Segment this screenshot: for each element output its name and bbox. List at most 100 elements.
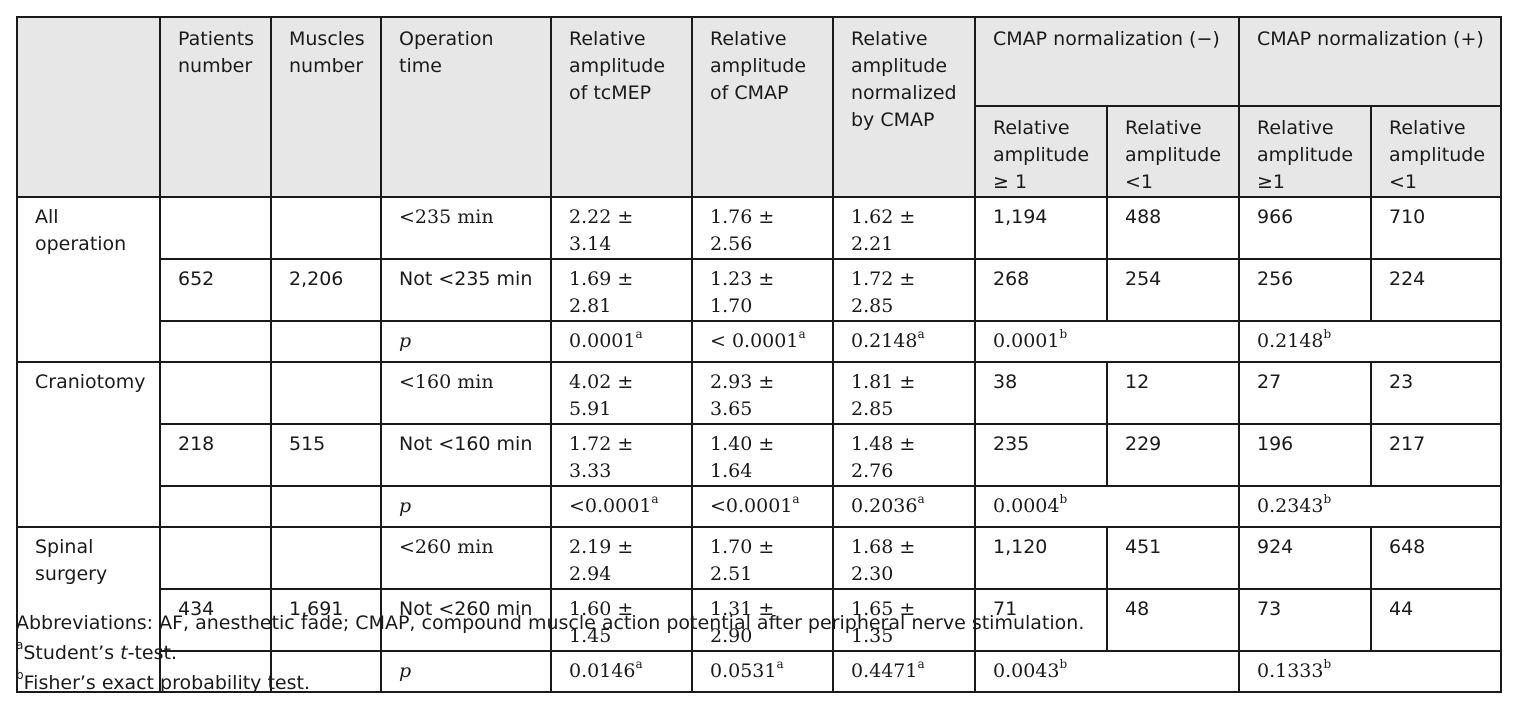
cell-patients: 218 [159, 423, 272, 487]
cell-minus-ge1: 38 [974, 361, 1108, 425]
footnote-marker: a [635, 326, 643, 341]
cell-cmap: 2.93 ± 3.65 [691, 361, 834, 425]
cell-minus-lt1: 229 [1106, 423, 1240, 487]
footnote-marker: a [917, 656, 925, 671]
cell-normalized: 1.62 ± 2.21 [832, 196, 976, 260]
footnote-marker: a [651, 491, 659, 506]
table-row: 652 2,206 Not <235 min 1.69 ± 2.81 1.23 … [17, 258, 1502, 322]
cell-plus-lt1: 710 [1370, 196, 1502, 260]
cell-plus-lt1: 648 [1370, 526, 1502, 590]
cell-minus-lt1: 48 [1106, 588, 1240, 652]
header-operation-time: Operation time [380, 16, 552, 198]
cell-tcmep: 4.02 ± 5.91 [550, 361, 693, 425]
cell-operation-time: <235 min [380, 196, 552, 260]
p-value: 0.2036 [851, 495, 918, 517]
cell-patients: 652 [159, 258, 272, 322]
footnote-marker: b [1059, 656, 1068, 671]
subheader-minus-ge1: Relative amplitude ≥ 1 [974, 105, 1108, 198]
group-label: All operation [16, 196, 161, 363]
cell-plus-ge1: 196 [1238, 423, 1372, 487]
group-label: Spinal surgery [16, 526, 161, 693]
cell-muscles: 2,206 [270, 258, 382, 322]
cell-cmap: 1.23 ± 1.70 [691, 258, 834, 322]
table-row: All operation <235 min 2.22 ± 3.14 1.76 … [16, 196, 1502, 363]
cell-normalized: 1.72 ± 2.85 [832, 258, 976, 322]
p-label: p [380, 320, 552, 363]
cell-tcmep: 1.69 ± 2.81 [550, 258, 693, 322]
cell-plus-ge1: 73 [1238, 588, 1372, 652]
p-value: 0.4471 [851, 660, 918, 682]
cell-plus-lt1: 224 [1370, 258, 1502, 322]
header-blank [16, 16, 161, 198]
p-value: 0.0004 [993, 495, 1060, 517]
p-cmap: < 0.0001a [691, 320, 834, 363]
p-label: p [380, 485, 552, 528]
subheader-plus-lt1: Relative amplitude <1 [1370, 105, 1502, 198]
cell-cmap: 1.76 ± 2.56 [691, 196, 834, 260]
cell-normalized: 1.81 ± 2.85 [832, 361, 976, 425]
p-value-row: p <0.0001a <0.0001a 0.2036a 0.0004b 0.23… [17, 485, 1502, 528]
group-craniotomy: Craniotomy <160 min 4.02 ± 5.91 2.93 ± 3… [16, 361, 1502, 528]
footnote-b: bFisher’s exact probability test. [16, 668, 1084, 698]
p-cmap-minus: 0.0001b [974, 320, 1240, 363]
cell-empty [159, 650, 272, 693]
footnote-marker: a [792, 491, 800, 506]
p-cmap-plus: 0.2148b [1238, 320, 1502, 363]
p-tcmep: 0.0146a [550, 650, 693, 693]
footnote-text: -test. [127, 642, 177, 664]
footnote-marker: b [1059, 491, 1068, 506]
cell-minus-ge1: 1,120 [974, 526, 1108, 590]
cell-plus-lt1: 44 [1370, 588, 1502, 652]
header-cmap-normalization-plus: CMAP normalization (+) [1238, 16, 1502, 107]
cell-plus-lt1: 217 [1370, 423, 1502, 487]
p-value: 0.2148 [1257, 330, 1324, 352]
p-value: 0.2343 [1257, 495, 1324, 517]
cell-plus-ge1: 256 [1238, 258, 1372, 322]
group-label: Craniotomy [16, 361, 161, 528]
p-cmap: 0.0531a [691, 650, 834, 693]
cell-plus-ge1: 27 [1238, 361, 1372, 425]
group-spinal-surgery: Spinal surgery <260 min 2.19 ± 2.94 1.70… [16, 526, 1502, 693]
cell-empty [270, 485, 382, 528]
results-table-container: Patients number Muscles number Operation… [16, 16, 1502, 693]
cell-plus-ge1: 966 [1238, 196, 1372, 260]
p-value: 0.0001 [993, 330, 1060, 352]
p-normalized: 0.2036a [832, 485, 976, 528]
p-tcmep: 0.0001a [550, 320, 693, 363]
p-normalized: 0.2148a [832, 320, 976, 363]
p-value: 0.0146 [569, 660, 636, 682]
header-patients-number: Patients number [159, 16, 272, 198]
cell-empty [270, 650, 382, 693]
p-value-row: p 0.0001a < 0.0001a 0.2148a 0.0001b 0.21… [17, 320, 1502, 363]
cell-muscles: 515 [270, 423, 382, 487]
table-row: Craniotomy <160 min 4.02 ± 5.91 2.93 ± 3… [16, 361, 1502, 528]
footnote-marker: a [917, 491, 925, 506]
cell-empty [270, 320, 382, 363]
cell-normalized: 1.65 ± 1.35 [832, 588, 976, 652]
table-row: Spinal surgery <260 min 2.19 ± 2.94 1.70… [16, 526, 1502, 693]
cell-plus-ge1: 924 [1238, 526, 1372, 590]
p-tcmep: <0.0001a [550, 485, 693, 528]
subheader-plus-ge1: Relative amplitude ≥1 [1238, 105, 1372, 198]
cell-cmap: 1.31 ± 2.90 [691, 588, 834, 652]
cell-minus-lt1: 12 [1106, 361, 1240, 425]
footnote-marker: b [1323, 491, 1332, 506]
footnote-text: Student’s [23, 642, 121, 664]
p-value: <0.0001 [710, 495, 793, 517]
p-cmap: <0.0001a [691, 485, 834, 528]
cell-tcmep: 2.22 ± 3.14 [550, 196, 693, 260]
p-value-row: p 0.0146a 0.0531a 0.4471a 0.0043b 0.1333… [17, 650, 1502, 693]
p-cmap-plus: 0.1333b [1238, 650, 1502, 693]
cell-patients [159, 526, 272, 590]
group-all-operation: All operation <235 min 2.22 ± 3.14 1.76 … [16, 196, 1502, 363]
p-normalized: 0.4471a [832, 650, 976, 693]
footnote-marker: a [798, 326, 806, 341]
footnote-marker: a [917, 326, 925, 341]
footnote-marker: a [776, 656, 784, 671]
cell-muscles [270, 526, 382, 590]
cell-tcmep: 1.60 ± 1.45 [550, 588, 693, 652]
p-cmap-minus: 0.0004b [974, 485, 1240, 528]
cell-minus-ge1: 1,194 [974, 196, 1108, 260]
table-row: 434 1,691 Not <260 min 1.60 ± 1.45 1.31 … [17, 588, 1502, 652]
footnote-marker: b [1059, 326, 1068, 341]
